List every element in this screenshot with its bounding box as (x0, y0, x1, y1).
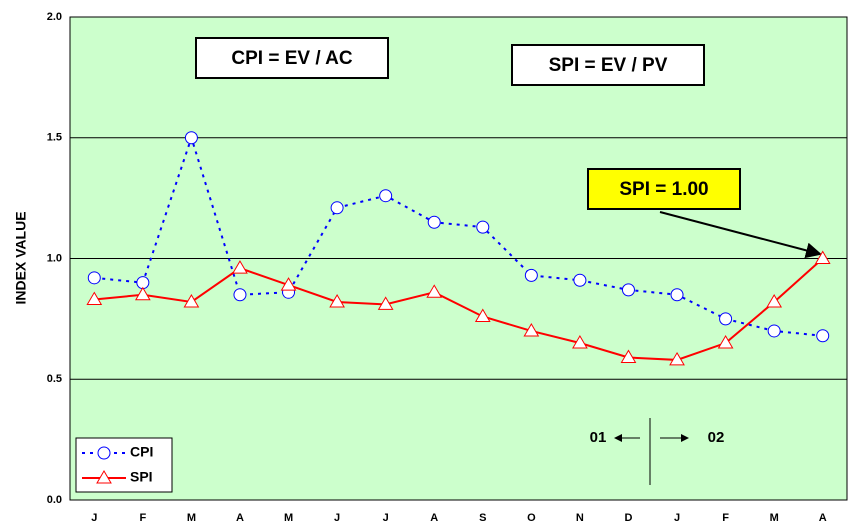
annotation-box (587, 168, 741, 210)
x-tick-label: D (624, 512, 632, 524)
callout-arrow (659, 211, 822, 259)
annotation-box (195, 37, 389, 79)
data-point (767, 324, 781, 338)
x-tick-label: F (722, 512, 729, 524)
data-point (476, 220, 490, 234)
legend-label: SPI (130, 469, 153, 485)
data-point (670, 288, 684, 302)
y-axis-label: INDEX VALUE (13, 211, 29, 304)
data-point (280, 277, 297, 291)
x-tick-label: A (819, 512, 827, 524)
data-point (719, 312, 733, 326)
data-point (717, 335, 734, 349)
data-point (523, 322, 540, 337)
data-point (232, 260, 248, 274)
y-tick-label: 0.5 (47, 373, 62, 385)
x-tick-label: A (236, 512, 244, 524)
data-point (572, 335, 588, 349)
data-point (573, 273, 587, 287)
x-tick-label: J (334, 512, 340, 524)
y-tick-label: 1.5 (47, 132, 62, 144)
x-tick-label: M (187, 512, 196, 524)
legend-label: CPI (130, 444, 153, 460)
data-point (669, 351, 685, 366)
data-point (183, 293, 200, 308)
data-point (330, 201, 344, 215)
annotation: CPI = EV / AC (231, 48, 353, 69)
x-tick-label: O (527, 512, 536, 524)
x-tick-label: J (674, 512, 680, 524)
annotation: SPI = 1.00 (619, 179, 708, 200)
data-point (233, 288, 247, 302)
y-tick-label: 1.0 (47, 252, 62, 264)
annotation-box (511, 44, 705, 86)
data-point (329, 293, 345, 308)
data-point (524, 268, 538, 282)
data-point (134, 286, 151, 301)
data-point (87, 271, 101, 285)
legend-marker (96, 470, 112, 484)
legend-box (75, 437, 173, 493)
x-tick-label: N (576, 512, 584, 524)
x-tick-label: J (383, 512, 389, 524)
series-line (94, 257, 824, 361)
data-point (379, 189, 393, 203)
data-point (427, 215, 441, 229)
data-point (426, 284, 443, 298)
x-tick-label: M (770, 512, 779, 524)
data-point (86, 291, 103, 306)
x-tick-label: F (139, 512, 146, 524)
legend-marker (97, 446, 111, 460)
data-point (816, 329, 830, 343)
x-tick-label: A (430, 512, 438, 524)
x-tick-label: S (479, 512, 486, 524)
series-line (94, 134, 823, 337)
data-point (814, 250, 831, 264)
annotation: SPI = EV / PV (549, 55, 668, 76)
data-point (621, 283, 635, 297)
x-tick-label: J (91, 512, 97, 524)
data-point (184, 131, 198, 145)
y-tick-label: 0.0 (47, 494, 62, 506)
annotation: 02 (708, 429, 725, 446)
annotation: 01 (590, 429, 607, 446)
data-point (377, 296, 394, 310)
x-tick-label: M (284, 512, 293, 524)
data-point (766, 293, 783, 308)
data-point (474, 308, 491, 322)
y-tick-label: 2.0 (47, 11, 62, 23)
data-point (620, 349, 637, 364)
